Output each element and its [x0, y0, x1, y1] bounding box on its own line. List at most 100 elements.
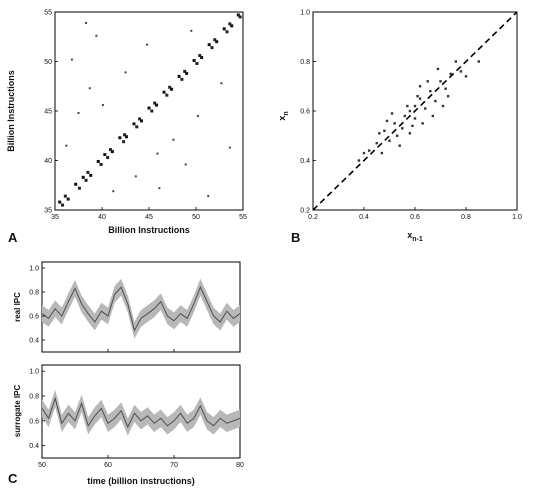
recurrence-point: [106, 156, 110, 160]
recurrence-point: [207, 195, 210, 198]
y-tick-label: 0.4: [300, 158, 310, 165]
panel-c-letter: C: [8, 471, 18, 486]
recurrence-point: [139, 119, 143, 123]
recurrence-point: [135, 125, 139, 129]
recurrence-point: [123, 133, 127, 137]
scatter-point: [408, 132, 412, 135]
panel-b-marks: [312, 11, 518, 211]
scatter-point: [406, 104, 409, 108]
recurrence-point: [108, 148, 112, 152]
series-line: [41, 396, 241, 429]
scatter-point: [464, 75, 468, 78]
scatter-point: [395, 134, 399, 137]
recurrence-point: [198, 54, 202, 58]
recurrence-point: [88, 87, 91, 90]
recurrence-point: [70, 58, 73, 61]
recurrence-point: [89, 173, 93, 177]
recurrence-point: [118, 136, 122, 140]
panel-c-bottom-marks: [41, 389, 241, 436]
scatter-point: [413, 117, 417, 120]
scatter-point: [378, 132, 381, 135]
recurrence-point: [86, 170, 90, 174]
scatter-point: [416, 94, 419, 98]
recurrence-point: [192, 59, 196, 63]
recurrence-point: [95, 34, 98, 37]
recurrence-point: [122, 140, 126, 144]
recurrence-point: [225, 30, 229, 34]
panel-c-bottom-ticks: 50 60 70 80 0.4 0.6 0.8 1.0: [29, 369, 244, 469]
recurrence-point: [155, 103, 159, 107]
y-tick-label: 40: [44, 158, 52, 165]
recurrence-point: [101, 104, 104, 107]
recurrence-point: [228, 146, 231, 149]
x-tick-label: 70: [170, 462, 178, 469]
y-tick-label: 35: [44, 208, 52, 215]
recurrence-point: [124, 71, 127, 74]
panel-b-xlabel-sub: n-1: [412, 236, 423, 243]
x-tick-label: 50: [192, 214, 200, 221]
panel-c-top-marks: [41, 278, 241, 339]
series-line: [41, 286, 241, 332]
x-tick-label: 50: [38, 462, 46, 469]
panel-a-ticks: 35 40 45 50 55 35 40 45 50 55: [44, 10, 247, 222]
x-tick-label: 60: [104, 462, 112, 469]
y-tick-label: 0.6: [29, 314, 39, 321]
scatter-point: [446, 94, 450, 98]
scatter-point: [434, 99, 437, 103]
recurrence-point: [66, 197, 70, 201]
scatter-point: [413, 104, 417, 108]
recurrence-point: [84, 178, 88, 182]
recurrence-point: [170, 87, 174, 91]
y-tick-label: 50: [44, 59, 52, 66]
recurrence-point: [222, 27, 226, 31]
recurrence-point: [180, 77, 184, 81]
panel-a-xlabel: Billion Instructions: [108, 225, 190, 235]
y-tick-label: 1.0: [29, 266, 39, 273]
recurrence-point: [185, 71, 189, 75]
recurrence-point: [162, 90, 166, 94]
recurrence-point: [153, 101, 157, 105]
scatter-point: [429, 90, 432, 93]
scatter-point: [401, 127, 404, 130]
recurrence-point: [110, 150, 114, 154]
recurrence-point: [200, 56, 204, 60]
scatter-point: [411, 124, 414, 128]
recurrence-point: [147, 106, 151, 110]
panel-a-frame: [54, 11, 244, 211]
identity-line: [312, 11, 518, 211]
scatter-point: [418, 97, 422, 100]
scatter-point: [357, 159, 361, 162]
recurrence-point: [210, 46, 214, 50]
x-tick-label: 0.6: [410, 214, 420, 221]
recurrence-point: [146, 43, 149, 46]
y-tick-label: 0.6: [29, 418, 39, 425]
x-tick-label: 0.8: [461, 214, 471, 221]
panel-b-ylabel-sub: n: [283, 111, 290, 115]
scatter-point: [441, 104, 445, 108]
panel-a-marks: [58, 13, 242, 207]
recurrence-point: [196, 114, 199, 117]
scatter-point: [367, 149, 371, 152]
recurrence-point: [213, 38, 217, 42]
panel-a-ylabel: Billion Instructions: [6, 70, 16, 152]
recurrence-point: [220, 82, 223, 85]
scatter-point: [431, 114, 435, 118]
panel-a-letter: A: [8, 230, 18, 245]
scatter-point: [454, 60, 457, 63]
scatter-point: [418, 85, 422, 88]
recurrence-point: [81, 175, 85, 179]
recurrence-point: [99, 162, 103, 166]
y-tick-label: 45: [44, 109, 52, 116]
x-tick-label: 40: [98, 214, 106, 221]
recurrence-point: [134, 175, 137, 178]
recurrence-point: [215, 40, 219, 44]
recurrence-point: [77, 111, 80, 114]
recurrence-point: [190, 29, 193, 32]
scatter-point: [439, 80, 442, 83]
scatter-point: [380, 151, 384, 155]
scatter-point: [436, 67, 440, 71]
x-tick-label: 0.2: [308, 214, 318, 221]
y-tick-label: 1.0: [300, 10, 310, 17]
recurrence-point: [112, 190, 115, 193]
